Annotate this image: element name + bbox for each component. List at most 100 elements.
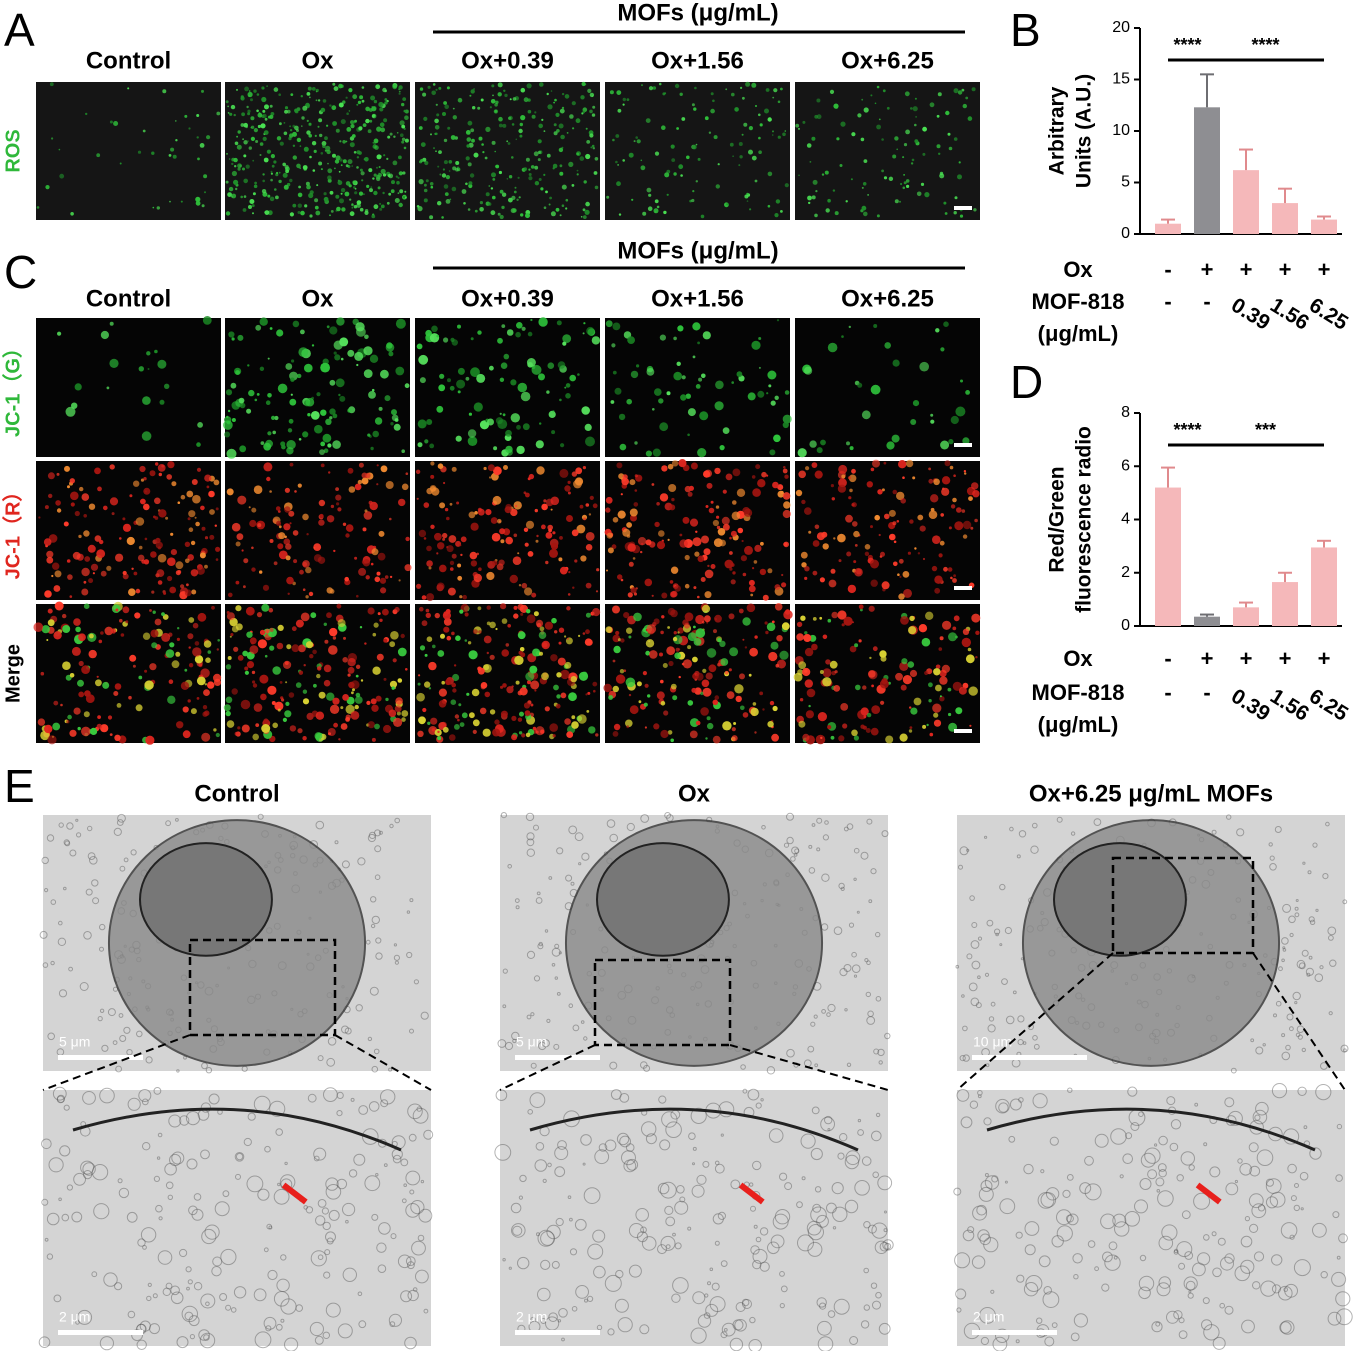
texture	[75, 1320, 80, 1325]
cell	[318, 499, 326, 507]
texture	[188, 1315, 200, 1327]
scale-bar	[58, 1330, 143, 1335]
cell	[682, 516, 690, 524]
y-tick-label: 10	[1112, 122, 1130, 139]
cell	[571, 101, 576, 106]
cell	[276, 520, 282, 526]
cell	[608, 695, 613, 700]
cell	[470, 128, 475, 133]
cell	[511, 685, 514, 688]
cell	[340, 723, 348, 730]
cell	[717, 528, 726, 536]
cell	[564, 386, 567, 389]
cell	[269, 327, 273, 330]
texture	[117, 813, 126, 823]
texture	[113, 827, 122, 837]
texture	[408, 1133, 417, 1142]
cell	[919, 525, 926, 532]
cell	[467, 120, 473, 126]
texture	[962, 1025, 968, 1032]
group-header: MOFs (μg/mL)	[617, 0, 778, 26]
cell	[848, 496, 852, 500]
cell	[777, 484, 784, 491]
cell	[846, 441, 850, 446]
cell	[571, 721, 579, 729]
cell	[283, 523, 291, 531]
cell	[435, 103, 438, 106]
cell	[211, 605, 215, 610]
cell	[450, 699, 457, 705]
cell	[553, 123, 557, 127]
cell	[285, 363, 293, 370]
texture	[714, 1240, 720, 1246]
cell	[692, 190, 695, 193]
cell	[95, 679, 102, 687]
cell	[494, 719, 500, 725]
cell	[242, 208, 247, 212]
cell	[397, 192, 400, 195]
texture	[46, 834, 55, 842]
cell	[242, 138, 245, 141]
cell	[559, 468, 569, 478]
cell	[151, 151, 155, 155]
cell	[371, 214, 376, 219]
zoom-line	[334, 1034, 432, 1091]
texture	[323, 1087, 338, 1102]
cell	[527, 551, 534, 557]
texture	[1285, 1044, 1291, 1051]
cell	[237, 495, 247, 505]
cell	[798, 661, 807, 670]
cell	[403, 127, 406, 130]
texture	[126, 1049, 133, 1056]
cell	[354, 351, 364, 361]
texture	[1037, 1192, 1055, 1209]
cell	[729, 647, 739, 657]
cell	[802, 667, 811, 677]
cell	[644, 578, 653, 587]
cell	[962, 628, 970, 635]
cell	[661, 615, 665, 619]
cell	[620, 578, 624, 582]
cell	[461, 712, 468, 719]
cell	[712, 99, 715, 103]
cell	[750, 707, 759, 717]
cell	[738, 142, 743, 146]
cell	[150, 551, 157, 558]
texture	[1244, 1216, 1251, 1222]
cell	[804, 647, 814, 657]
texture	[867, 1224, 877, 1234]
cell	[899, 733, 908, 742]
cell	[914, 123, 917, 127]
cell	[511, 195, 516, 200]
texture	[388, 1313, 402, 1327]
cell	[296, 163, 301, 169]
condition-value: -	[1164, 680, 1171, 705]
cell	[695, 720, 701, 726]
cell	[958, 686, 967, 695]
cell	[329, 104, 332, 107]
cell	[582, 332, 585, 335]
cell	[909, 726, 913, 729]
texture	[672, 1232, 676, 1237]
cell	[377, 552, 386, 561]
y-tick-label: 2	[1121, 564, 1130, 581]
cell	[447, 378, 451, 383]
cell	[467, 208, 471, 211]
cell	[681, 662, 685, 666]
texture	[1315, 908, 1319, 913]
cell	[635, 136, 638, 139]
cell	[442, 112, 446, 116]
cell	[311, 344, 315, 347]
cell	[283, 184, 289, 190]
cell	[335, 155, 341, 161]
cell	[856, 568, 862, 575]
cell	[739, 155, 743, 159]
cell	[215, 558, 219, 561]
cell	[267, 393, 272, 398]
cell	[426, 545, 432, 552]
cell	[586, 326, 595, 336]
micrograph	[225, 318, 410, 457]
texture	[158, 1216, 163, 1221]
texture	[664, 1205, 674, 1216]
nucleus	[596, 842, 730, 957]
